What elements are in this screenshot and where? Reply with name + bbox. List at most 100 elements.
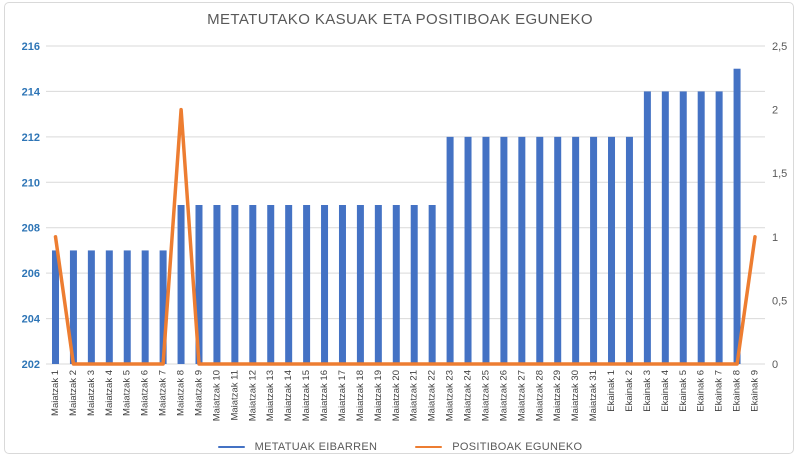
legend-item-metatuak: METATUAK EIBARREN — [217, 441, 378, 453]
bar-maiatzak-13 — [267, 205, 275, 364]
left-axis-tick: 212 — [22, 132, 40, 144]
x-axis-label: Ekainak 1 — [606, 370, 617, 412]
bar-ekainak-4 — [661, 91, 669, 364]
bar-maiatzak-29 — [554, 136, 562, 364]
bar-maiatzak-30 — [572, 136, 580, 364]
right-axis-tick: 1 — [772, 232, 778, 244]
x-axis-label: Maiatzak 2 — [68, 370, 79, 416]
x-axis-label: Maiatzak 27 — [516, 370, 527, 421]
bar-maiatzak-28 — [536, 136, 544, 364]
left-axis-tick: 202 — [22, 359, 40, 371]
bar-maiatzak-1 — [52, 250, 59, 364]
x-axis-label: Maiatzak 5 — [122, 370, 133, 416]
x-axis-label: Maiatzak 11 — [229, 370, 240, 421]
bar-maiatzak-5 — [123, 250, 131, 364]
bar-ekainak-1 — [608, 136, 616, 364]
bar-maiatzak-6 — [141, 250, 149, 364]
left-axis-tick: 210 — [22, 177, 40, 189]
x-axis-label: Ekainak 4 — [660, 370, 671, 412]
x-axis-label: Maiatzak 25 — [480, 370, 491, 421]
x-axis-label: Maiatzak 21 — [409, 370, 420, 421]
bar-ekainak-5 — [679, 91, 687, 364]
x-axis-label: Maiatzak 14 — [283, 370, 294, 421]
bar-maiatzak-4 — [105, 250, 113, 364]
x-axis-label: Maiatzak 10 — [211, 370, 222, 421]
bar-maiatzak-9 — [195, 205, 203, 364]
chart-title: METATUTAKO KASUAK ETA POSITIBOAK EGUNEKO — [207, 11, 593, 28]
x-axis-label: Maiatzak 4 — [104, 370, 115, 416]
bar-ekainak-7 — [715, 91, 723, 364]
x-axis-label: Maiatzak 12 — [247, 370, 258, 421]
right-axis-tick: 0,5 — [772, 295, 787, 307]
x-axis-label: Maiatzak 31 — [588, 370, 599, 421]
x-axis-label: Maiatzak 7 — [158, 370, 169, 416]
x-axis-label: Maiatzak 20 — [391, 370, 402, 421]
bar-maiatzak-19 — [374, 205, 382, 364]
legend-item-positiboak: POSITIBOAK EGUNEKO — [415, 441, 582, 453]
x-axis-label: Maiatzak 19 — [373, 370, 384, 421]
bar-maiatzak-12 — [249, 205, 257, 364]
x-axis-label: Maiatzak 23 — [445, 370, 456, 421]
x-axis-label: Ekainak 7 — [714, 370, 725, 412]
bar-series — [52, 68, 741, 364]
line-series-legend-marker — [415, 446, 443, 448]
bar-maiatzak-24 — [464, 136, 472, 364]
left-axis-ticks: 202 204 206 208 210 212 214 216 — [22, 41, 41, 371]
bar-maiatzak-25 — [482, 136, 490, 364]
bar-maiatzak-17 — [338, 205, 346, 364]
bar-maiatzak-7 — [159, 250, 167, 364]
bar-maiatzak-18 — [356, 205, 364, 364]
bar-series-legend-marker — [217, 446, 245, 448]
bar-maiatzak-14 — [285, 205, 293, 364]
x-axis-label: Ekainak 6 — [696, 370, 707, 412]
x-axis-label: Maiatzak 9 — [193, 370, 204, 416]
bar-maiatzak-16 — [321, 205, 329, 364]
left-axis-tick: 208 — [22, 223, 40, 235]
left-axis-tick: 216 — [22, 41, 40, 53]
bar-maiatzak-31 — [590, 136, 598, 364]
x-axis-label: Maiatzak 6 — [140, 370, 151, 416]
bar-maiatzak-10 — [213, 205, 221, 364]
x-axis-label: Maiatzak 13 — [265, 370, 276, 421]
x-axis-label: Maiatzak 1 — [50, 370, 61, 416]
right-axis-tick: 2 — [772, 105, 778, 117]
right-axis-tick: 0 — [772, 359, 778, 371]
x-axis-label: Maiatzak 30 — [570, 370, 581, 421]
x-axis-label: Maiatzak 15 — [301, 370, 312, 421]
bar-maiatzak-22 — [428, 205, 436, 364]
bar-maiatzak-15 — [303, 205, 311, 364]
x-axis-label: Maiatzak 29 — [552, 370, 563, 421]
bar-maiatzak-21 — [410, 205, 418, 364]
x-axis-labels: Maiatzak 1 Maiatzak 2 Maiatzak 3 Maiatzak 4… — [50, 370, 761, 421]
x-axis-label: Ekainak 3 — [642, 370, 653, 412]
bar-maiatzak-23 — [446, 136, 454, 364]
bar-maiatzak-11 — [231, 205, 239, 364]
x-axis-label: Maiatzak 26 — [498, 370, 509, 421]
x-axis-label: Maiatzak 16 — [319, 370, 330, 421]
x-axis-label: Maiatzak 3 — [86, 370, 97, 416]
bar-ekainak-8 — [733, 68, 741, 364]
bar-ekainak-3 — [643, 91, 651, 364]
right-axis-tick: 1,5 — [772, 168, 787, 180]
right-axis-tick: 2,5 — [772, 41, 787, 53]
x-axis-label: Maiatzak 24 — [463, 370, 474, 421]
bar-maiatzak-20 — [392, 205, 400, 364]
legend-label-positiboak: POSITIBOAK EGUNEKO — [452, 441, 583, 453]
chart-legend: METATUAK EIBARREN POSITIBOAK EGUNEKO — [0, 441, 800, 453]
x-axis-label: Maiatzak 28 — [534, 370, 545, 421]
bar-maiatzak-26 — [500, 136, 508, 364]
left-axis-tick: 204 — [22, 314, 41, 326]
positives-line — [53, 107, 757, 366]
x-axis-label: Maiatzak 18 — [355, 370, 366, 421]
bar-maiatzak-27 — [518, 136, 526, 364]
bar-maiatzak-8 — [177, 205, 185, 364]
x-axis-label: Maiatzak 22 — [427, 370, 438, 421]
right-axis-ticks: 0 0,5 1 1,5 2 2,5 — [772, 41, 787, 371]
x-axis-label: Maiatzak 8 — [176, 370, 187, 416]
bar-maiatzak-2 — [69, 250, 77, 364]
bar-maiatzak-3 — [87, 250, 95, 364]
x-axis-label: Ekainak 8 — [732, 370, 743, 412]
left-axis-tick: 206 — [22, 268, 40, 280]
x-axis-label: Maiatzak 17 — [337, 370, 348, 421]
